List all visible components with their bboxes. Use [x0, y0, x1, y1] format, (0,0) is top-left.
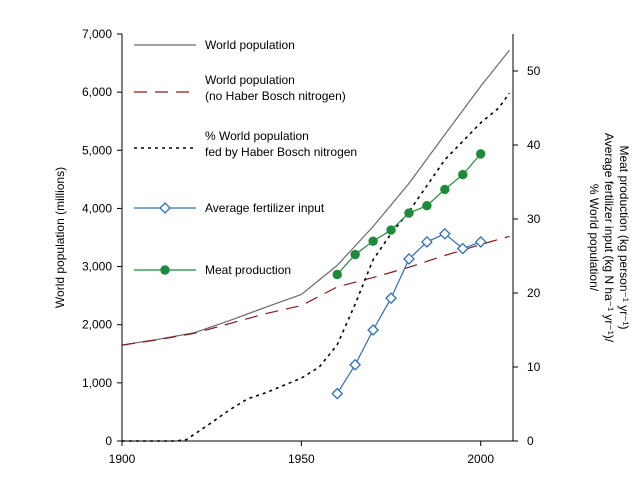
data-point [476, 149, 486, 159]
legend-item-0: World population [134, 38, 295, 52]
legend-label: World population [205, 38, 295, 52]
data-point [368, 236, 378, 246]
x-tick-label: 1950 [288, 452, 315, 466]
left-tick-label: 3,000 [82, 260, 112, 274]
legend-item-4: Meat production [134, 263, 291, 277]
y-axis-label-left: World population (millions) [53, 167, 67, 308]
data-point [458, 169, 468, 180]
data-point [332, 269, 342, 280]
data-point [420, 236, 433, 248]
data-point [331, 387, 344, 400]
y-axis-label-right-line: % World population/ [587, 184, 601, 292]
right-tick-label: 10 [527, 360, 541, 374]
x-tick-label: 2000 [467, 452, 494, 466]
series-3 [331, 227, 487, 400]
data-point [438, 227, 451, 240]
data-point [422, 200, 432, 211]
left-tick-label: 7,000 [82, 27, 112, 41]
data-point [403, 253, 415, 265]
left-tick-label: 6,000 [82, 85, 112, 99]
left-tick-label: 5,000 [82, 143, 112, 157]
y-axis-label-right-line: Meat production (kg person⁻¹ yr⁻¹) [617, 145, 631, 329]
right-tick-label: 20 [527, 286, 541, 300]
series-line [121, 235, 510, 346]
data-point [385, 292, 397, 305]
left-tick-label: 0 [105, 434, 112, 448]
data-point [404, 208, 414, 218]
data-point [440, 184, 450, 195]
legend-marker [160, 265, 170, 275]
legend-item-2: % World population fed by Haber Bosch nit… [134, 129, 357, 159]
left-tick-label: 1,000 [82, 376, 112, 390]
data-point [350, 249, 360, 260]
series-4 [332, 149, 486, 280]
legend-item-1: World population (no Haber Bosch nitrogen… [134, 73, 346, 103]
right-tick-label: 50 [527, 64, 541, 78]
right-tick-label: 30 [527, 212, 541, 226]
legend-marker [159, 202, 171, 214]
legend-label: Meat production [205, 263, 291, 277]
data-point [456, 242, 469, 255]
right-tick-label: 40 [527, 138, 541, 152]
y-axis-label-right-line: Average fertilizer input (kg N ha⁻¹ yr⁻¹… [602, 133, 616, 343]
data-point [386, 225, 396, 235]
data-point [367, 324, 380, 336]
legend-label: World population [205, 73, 295, 87]
legend-label: % World population [205, 129, 309, 143]
data-point [349, 358, 362, 371]
left-tick-label: 2,000 [82, 318, 112, 332]
data-point [474, 236, 487, 248]
legend-label: Average fertilizer input [205, 201, 325, 215]
x-tick-label: 1900 [109, 452, 136, 466]
series-2 [122, 92, 511, 442]
left-tick-label: 4,000 [82, 201, 112, 215]
series-1 [121, 235, 510, 346]
legend-label: (no Haber Bosch nitrogen) [205, 89, 346, 103]
series-line [122, 92, 511, 442]
right-tick-label: 0 [527, 434, 534, 448]
legend-label: fed by Haber Bosch nitrogen [205, 145, 357, 159]
legend-item-3: Average fertilizer input [134, 201, 325, 215]
